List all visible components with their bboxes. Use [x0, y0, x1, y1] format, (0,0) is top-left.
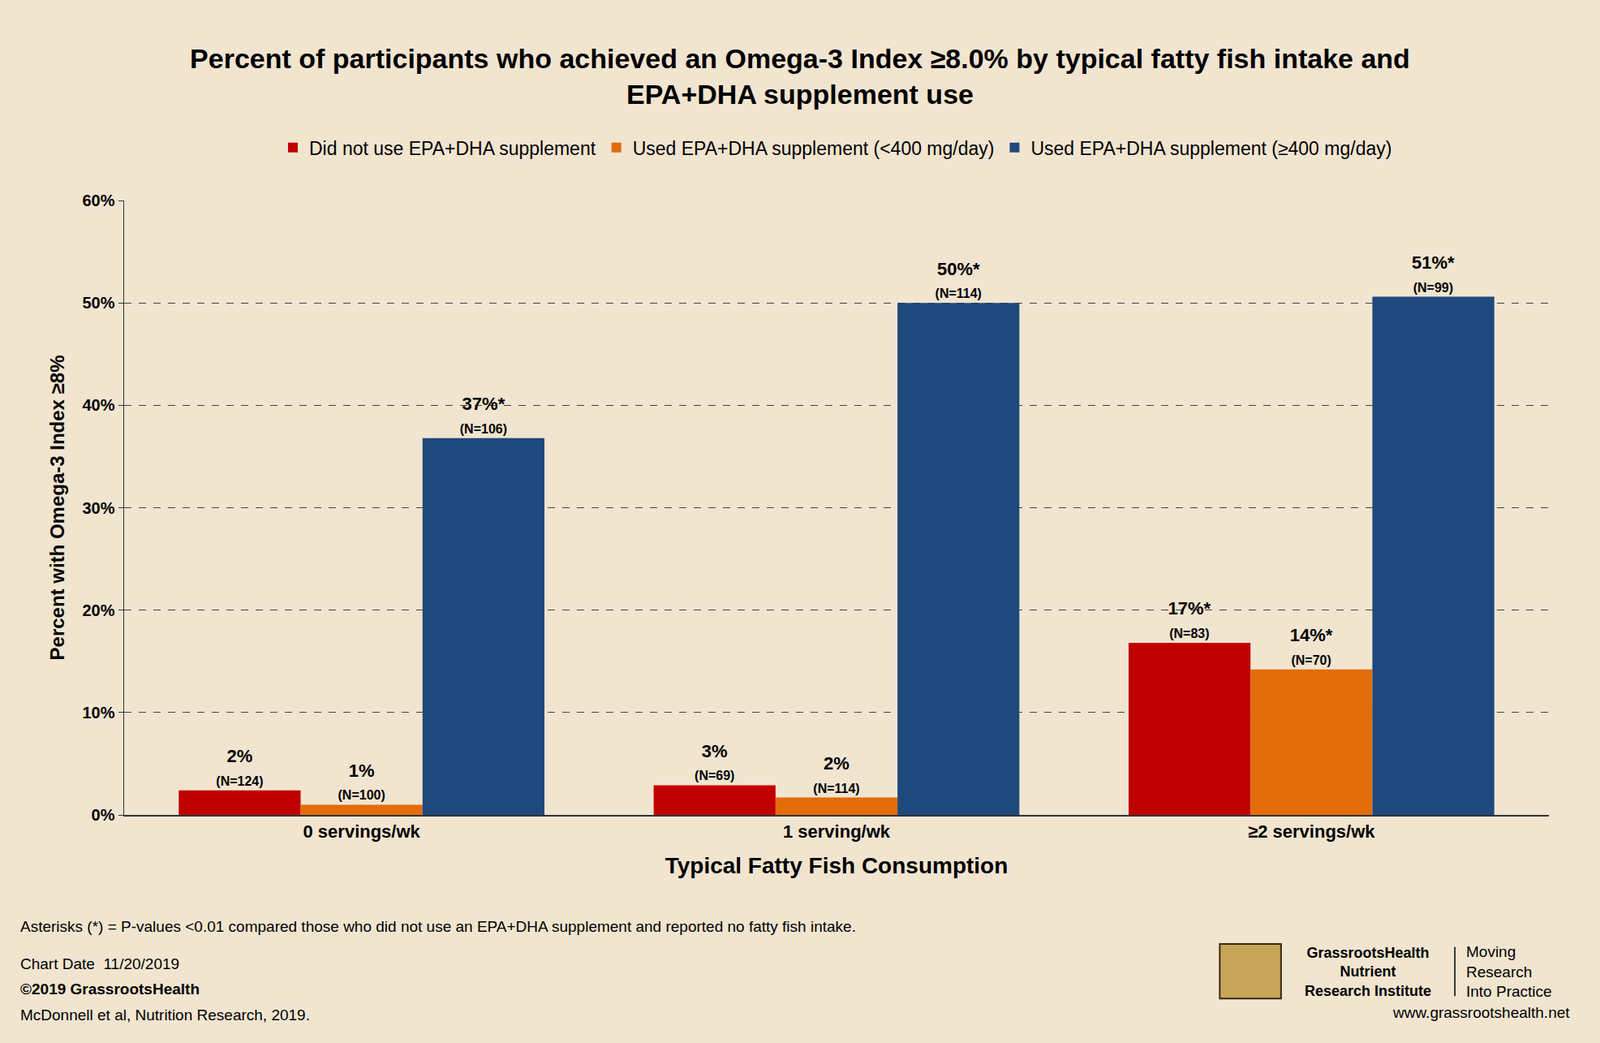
svg-text:≥2 servings/wk: ≥2 servings/wk: [1247, 821, 1376, 842]
svg-text:©2019 GrassrootsHealth: ©2019 GrassrootsHealth: [20, 980, 200, 998]
svg-text:Used EPA+DHA supplement (≥400: Used EPA+DHA supplement (≥400 mg/day): [1030, 137, 1392, 160]
svg-text:Chart Date 11/20/2019: Chart Date 11/20/2019: [20, 954, 180, 973]
svg-text:37%*(N=106): 37%*(N=106): [460, 393, 508, 436]
svg-text:Typical Fatty Fish Consumption: Typical Fatty Fish Consumption: [665, 852, 1009, 878]
svg-text:GrassrootsHealthNutrientResear: GrassrootsHealthNutrientResearch Institu…: [1304, 944, 1432, 999]
svg-text:0%: 0%: [91, 805, 116, 824]
svg-text:10%: 10%: [81, 703, 115, 722]
svg-text:60%: 60%: [81, 191, 115, 210]
svg-text:Percent of participants who ac: Percent of participants who achieved an …: [189, 43, 1411, 110]
svg-text:Percent with Omega-3 Index ≥8%: Percent with Omega-3 Index ≥8%: [46, 355, 69, 661]
svg-text:McDonnell et al, Nutrition Res: McDonnell et al, Nutrition Research, 201…: [20, 1006, 310, 1024]
svg-text:www.grassrootshealth.net: www.grassrootshealth.net: [1392, 1003, 1570, 1021]
svg-text:17%*(N=83): 17%*(N=83): [1168, 597, 1212, 641]
svg-text:0 servings/wk: 0 servings/wk: [303, 821, 422, 842]
svg-text:2%(N=124): 2%(N=124): [215, 745, 263, 788]
svg-text:14%*(N=70): 14%*(N=70): [1290, 624, 1334, 667]
svg-text:Asterisks (*) = P-values <0.01: Asterisks (*) = P-values <0.01 compared …: [20, 917, 856, 935]
svg-text:2%(N=114): 2%(N=114): [812, 752, 860, 796]
svg-text:30%: 30%: [81, 498, 115, 517]
svg-text:3%(N=69): 3%(N=69): [694, 740, 735, 783]
svg-text:50%*(N=114): 50%*(N=114): [935, 258, 982, 302]
svg-text:Used EPA+DHA supplement (<400: Used EPA+DHA supplement (<400 mg/day): [632, 137, 995, 160]
svg-text:Did not use EPA+DHA supplement: Did not use EPA+DHA supplement: [309, 137, 597, 160]
svg-text:1%(N=100): 1%(N=100): [338, 760, 386, 803]
svg-text:20%: 20%: [81, 601, 115, 620]
svg-text:40%: 40%: [81, 395, 115, 414]
svg-text:51%*(N=99): 51%*(N=99): [1411, 252, 1455, 295]
svg-text:50%: 50%: [81, 293, 115, 312]
svg-text:MovingResearchInto Practice: MovingResearchInto Practice: [1466, 942, 1553, 1000]
svg-text:1 serving/wk: 1 serving/wk: [782, 821, 891, 842]
